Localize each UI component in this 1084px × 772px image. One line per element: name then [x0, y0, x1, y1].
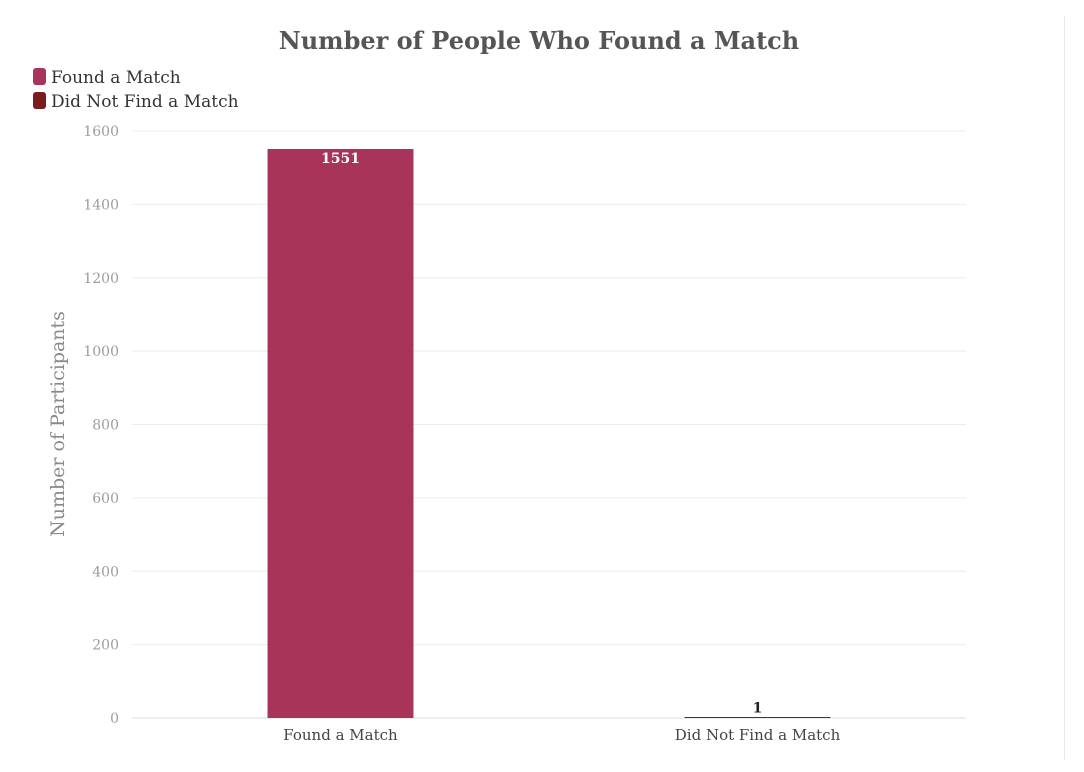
- panel-divider: [1064, 16, 1065, 760]
- y-tick-label: 200: [92, 638, 119, 654]
- y-axis-ticks: 0 200 400 600 800 1000 1200 1400 1600: [83, 124, 119, 727]
- data-label-did-not-find-a-match: 1: [753, 701, 763, 717]
- chart-title: Number of People Who Found a Match: [279, 26, 799, 55]
- bar-found-a-match: [267, 148, 414, 718]
- y-tick-label: 1000: [83, 344, 119, 360]
- bar-did-not-find-a-match: [684, 717, 831, 718]
- legend-swatch-did-not-find-a-match: [33, 92, 46, 109]
- legend: Found a Match Did Not Find a Match: [33, 68, 239, 112]
- legend-swatch-found-a-match: [33, 68, 46, 85]
- y-tick-label: 0: [110, 711, 119, 727]
- y-tick-label: 600: [92, 491, 119, 507]
- y-axis-title: Number of Participants: [47, 311, 69, 537]
- y-tick-label: 800: [92, 418, 119, 434]
- y-tick-label: 1400: [83, 197, 119, 213]
- gridlines: [132, 130, 966, 719]
- legend-label-did-not-find-a-match: Did Not Find a Match: [51, 92, 239, 112]
- y-tick-label: 1200: [83, 271, 119, 287]
- data-label-found-a-match: 1551: [321, 151, 360, 167]
- x-tick-label: Found a Match: [283, 726, 398, 744]
- data-labels: 1551 1: [321, 151, 762, 717]
- y-tick-label: 400: [92, 564, 119, 580]
- bars: [267, 148, 831, 718]
- x-tick-label: Did Not Find a Match: [675, 726, 841, 744]
- legend-label-found-a-match: Found a Match: [51, 68, 181, 88]
- y-tick-label: 1600: [83, 124, 119, 140]
- x-axis-ticks: Found a Match Did Not Find a Match: [283, 726, 840, 744]
